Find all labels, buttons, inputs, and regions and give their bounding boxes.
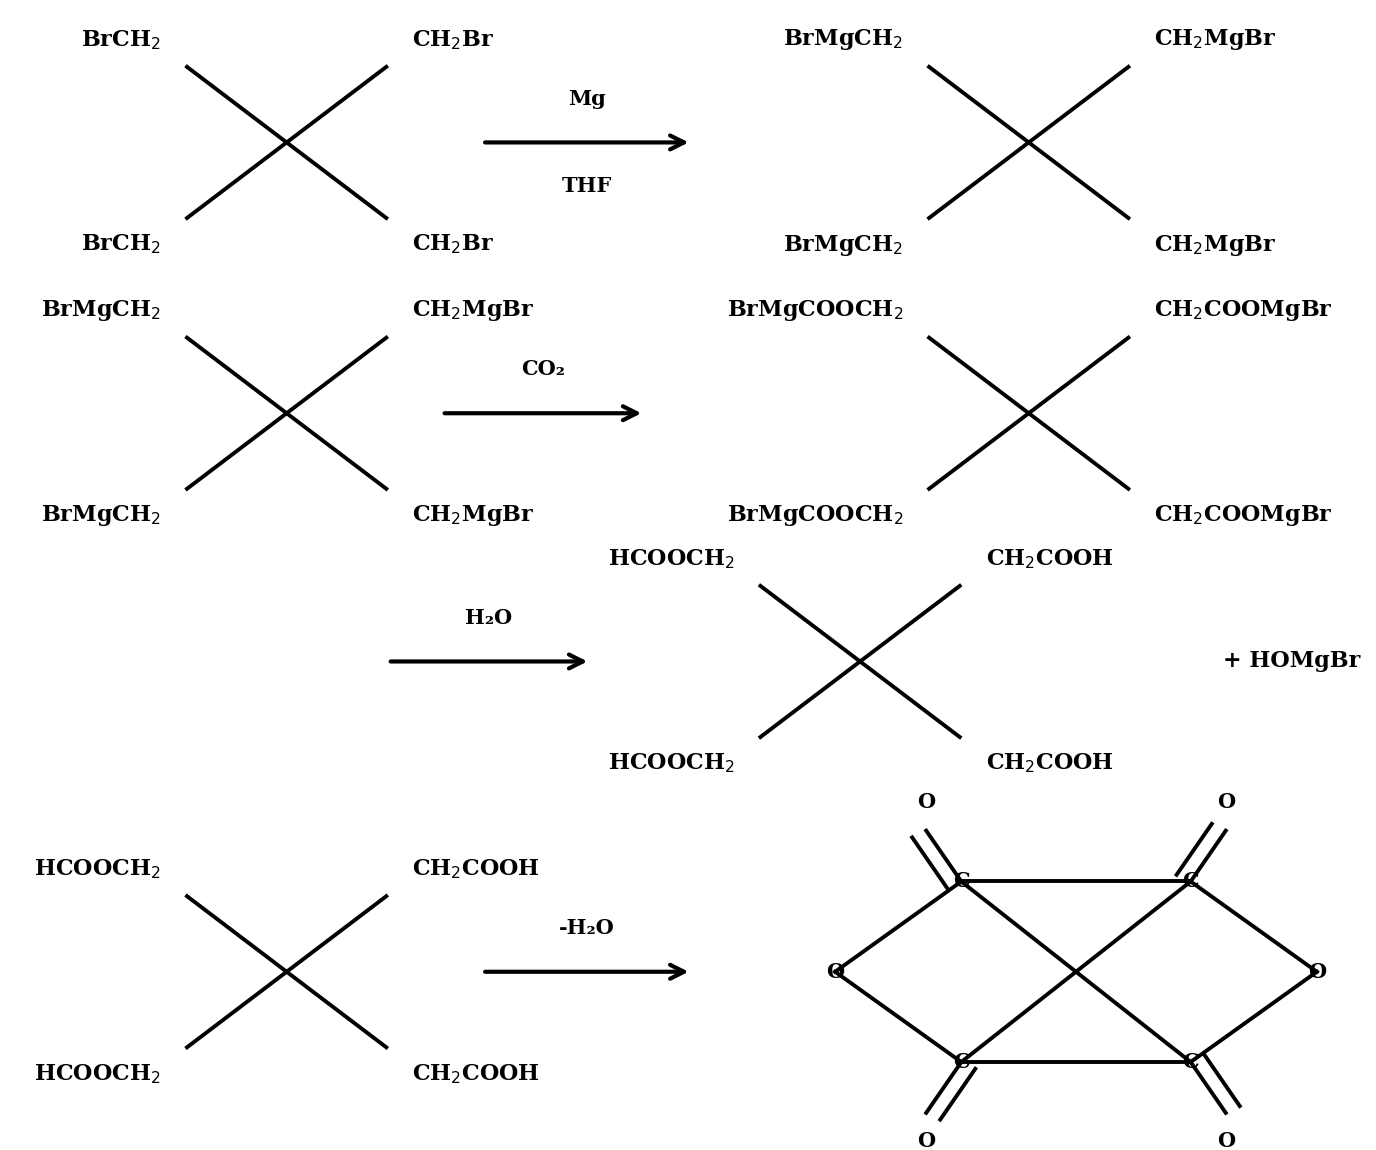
Text: O: O xyxy=(918,1132,936,1150)
Text: CH$_2$COOH: CH$_2$COOH xyxy=(413,1063,539,1086)
Text: BrMgCH$_2$: BrMgCH$_2$ xyxy=(41,298,161,323)
Text: CH$_2$COOH: CH$_2$COOH xyxy=(413,858,539,882)
Text: C: C xyxy=(954,872,970,891)
Text: C: C xyxy=(1182,1052,1198,1072)
Text: CH$_2$COOMgBr: CH$_2$COOMgBr xyxy=(1154,298,1333,323)
Text: O: O xyxy=(1216,792,1234,812)
Text: CH$_2$MgBr: CH$_2$MgBr xyxy=(413,504,534,529)
Text: CH$_2$MgBr: CH$_2$MgBr xyxy=(1154,28,1277,52)
Text: C: C xyxy=(954,1052,970,1072)
Text: BrMgCH$_2$: BrMgCH$_2$ xyxy=(41,504,161,529)
Text: CO₂: CO₂ xyxy=(522,360,566,380)
Text: BrCH$_2$: BrCH$_2$ xyxy=(81,232,161,256)
Text: O: O xyxy=(1307,961,1326,982)
Text: -H₂O: -H₂O xyxy=(559,918,615,938)
Text: CH$_2$COOMgBr: CH$_2$COOMgBr xyxy=(1154,504,1333,529)
Text: BrMgCOOCH$_2$: BrMgCOOCH$_2$ xyxy=(727,504,903,529)
Text: BrMgCOOCH$_2$: BrMgCOOCH$_2$ xyxy=(727,298,903,323)
Text: H₂O: H₂O xyxy=(465,607,513,628)
Text: O: O xyxy=(918,792,936,812)
Text: CH$_2$COOH: CH$_2$COOH xyxy=(985,752,1113,775)
Text: CH$_2$COOH: CH$_2$COOH xyxy=(985,547,1113,572)
Text: THF: THF xyxy=(561,176,612,197)
Text: Mg: Mg xyxy=(568,89,605,108)
Text: CH$_2$MgBr: CH$_2$MgBr xyxy=(1154,232,1277,258)
Text: HCOOCH$_2$: HCOOCH$_2$ xyxy=(34,858,161,882)
Text: BrCH$_2$: BrCH$_2$ xyxy=(81,29,161,52)
Text: HCOOCH$_2$: HCOOCH$_2$ xyxy=(34,1063,161,1086)
Text: CH$_2$MgBr: CH$_2$MgBr xyxy=(413,298,534,323)
Text: O: O xyxy=(826,961,845,982)
Text: + HOMgBr: + HOMgBr xyxy=(1223,651,1361,673)
Text: BrMgCH$_2$: BrMgCH$_2$ xyxy=(783,28,903,52)
Text: BrMgCH$_2$: BrMgCH$_2$ xyxy=(783,232,903,258)
Text: CH$_2$Br: CH$_2$Br xyxy=(413,29,494,52)
Text: HCOOCH$_2$: HCOOCH$_2$ xyxy=(608,547,735,572)
Text: C: C xyxy=(1182,872,1198,891)
Text: CH$_2$Br: CH$_2$Br xyxy=(413,232,494,256)
Text: O: O xyxy=(1216,1132,1234,1150)
Text: HCOOCH$_2$: HCOOCH$_2$ xyxy=(608,752,735,775)
